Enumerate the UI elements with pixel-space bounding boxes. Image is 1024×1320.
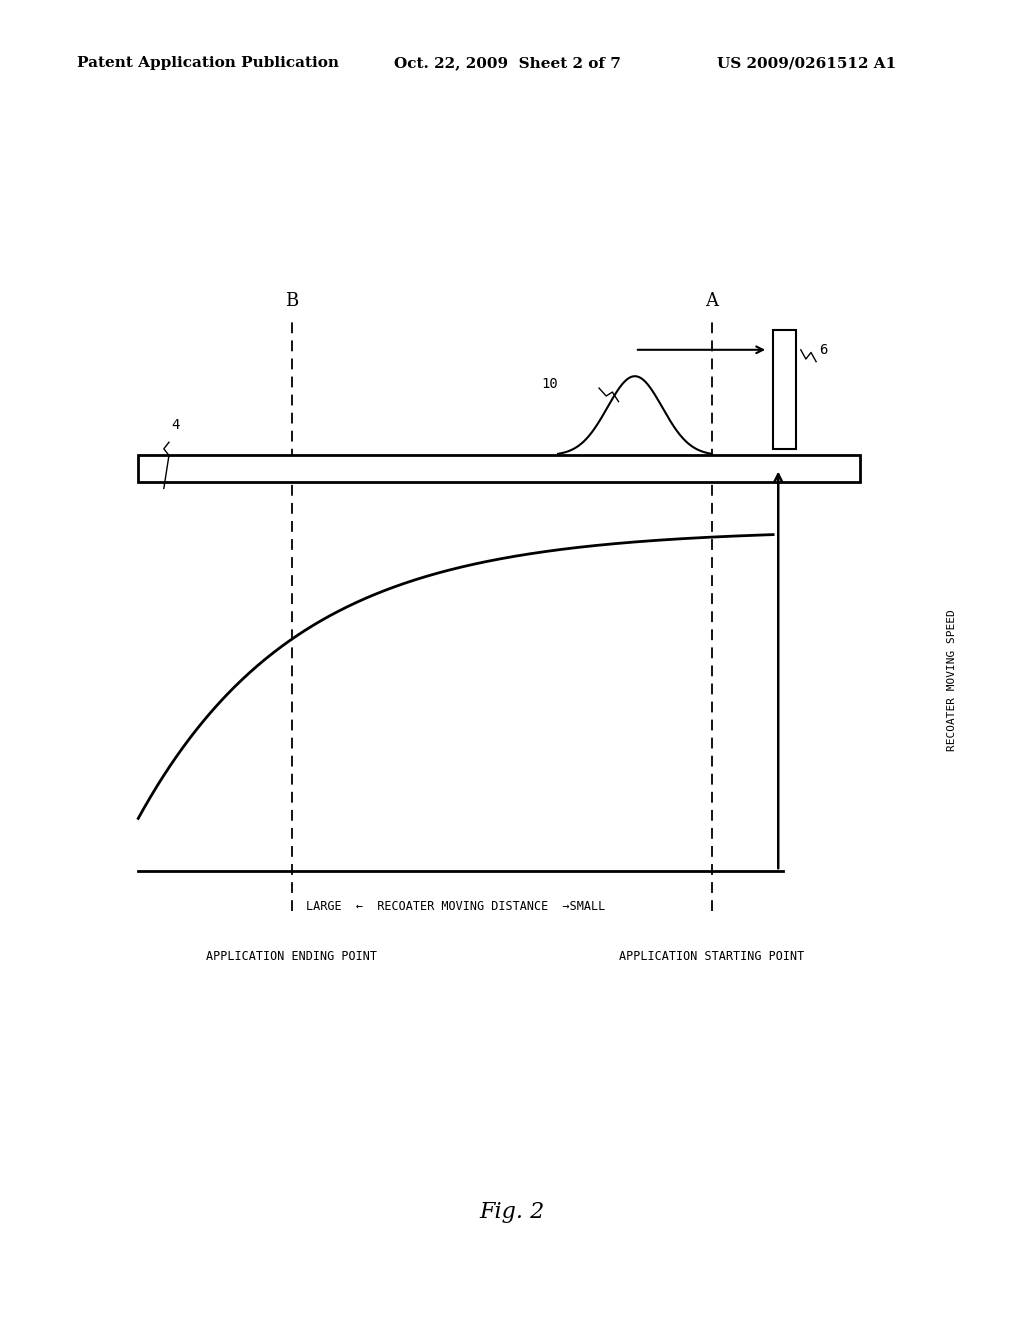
Text: Fig. 2: Fig. 2 [479, 1201, 545, 1222]
Text: Oct. 22, 2009  Sheet 2 of 7: Oct. 22, 2009 Sheet 2 of 7 [394, 57, 622, 70]
Bar [773, 330, 796, 449]
Text: LARGE  ←  RECOATER MOVING DISTANCE  →SMALL: LARGE ← RECOATER MOVING DISTANCE →SMALL [306, 900, 605, 913]
Text: 6: 6 [819, 343, 827, 356]
Text: US 2009/0261512 A1: US 2009/0261512 A1 [717, 57, 896, 70]
Text: APPLICATION ENDING POINT: APPLICATION ENDING POINT [207, 950, 377, 964]
Text: APPLICATION STARTING POINT: APPLICATION STARTING POINT [620, 950, 804, 964]
Text: B: B [286, 292, 298, 310]
Text: 4: 4 [171, 417, 179, 432]
Text: 10: 10 [542, 378, 558, 391]
Text: A: A [706, 292, 718, 310]
Text: RECOATER MOVING SPEED: RECOATER MOVING SPEED [947, 609, 957, 751]
Text: Patent Application Publication: Patent Application Publication [77, 57, 339, 70]
Bar [138, 455, 860, 482]
